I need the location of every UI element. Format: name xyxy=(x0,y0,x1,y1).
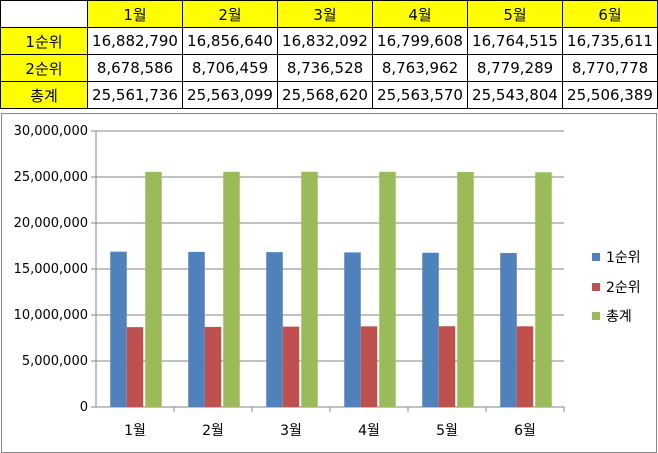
bar-총계 xyxy=(535,172,552,407)
bar-2순위 xyxy=(204,326,222,407)
value-cell[interactable]: 8,763,962 xyxy=(372,54,468,82)
value-cell[interactable]: 16,882,790 xyxy=(87,27,183,55)
x-tick-label: 2월 xyxy=(202,423,224,439)
x-tick-label: 5월 xyxy=(436,423,458,439)
y-tick-label: 10,000,000 xyxy=(14,308,88,323)
chart[interactable]: 0 5,000,000 10,000,000 15,000,000 20,000,000… xyxy=(1,113,657,453)
value-cell[interactable]: 16,799,608 xyxy=(372,27,468,55)
chart-plot: 0 5,000,000 10,000,000 15,000,000 20,000,000… xyxy=(14,124,565,439)
legend-label: 총계 xyxy=(606,309,632,325)
bar-1순위 xyxy=(422,252,439,407)
value-cell[interactable]: 16,735,611 xyxy=(562,27,658,55)
value-cell[interactable]: 25,506,389 xyxy=(562,81,658,109)
value-cell[interactable]: 16,856,640 xyxy=(182,27,278,55)
header-cell[interactable]: 2월 xyxy=(182,0,278,28)
row-label[interactable]: 2순위 xyxy=(0,54,88,82)
bar-2순위 xyxy=(126,327,144,407)
bar-총계 xyxy=(145,171,162,407)
value-cell[interactable]: 25,543,804 xyxy=(467,81,563,109)
row-label[interactable]: 1순위 xyxy=(0,27,88,55)
bar-2순위 xyxy=(360,326,378,407)
bar-1순위 xyxy=(110,251,127,407)
y-tick-label: 20,000,000 xyxy=(14,216,88,231)
y-tick-label: 25,000,000 xyxy=(14,170,88,185)
x-tick-label: 4월 xyxy=(358,423,380,439)
value-cell[interactable]: 25,563,099 xyxy=(182,81,278,109)
header-cell[interactable]: 3월 xyxy=(277,0,373,28)
bar-2순위 xyxy=(282,326,300,407)
value-cell[interactable]: 8,706,459 xyxy=(182,54,278,82)
legend-label: 1순위 xyxy=(606,250,641,266)
value-cell[interactable]: 25,563,570 xyxy=(372,81,468,109)
row-label[interactable]: 총계 xyxy=(0,81,88,109)
legend-item: 2순위 xyxy=(592,277,641,297)
legend-label: 2순위 xyxy=(606,280,641,296)
bar-2순위 xyxy=(438,326,456,407)
bar-총계 xyxy=(457,171,474,407)
value-cell[interactable]: 8,770,778 xyxy=(562,54,658,82)
bar-1순위 xyxy=(188,251,205,407)
legend-swatch xyxy=(592,312,600,320)
legend-swatch xyxy=(592,253,600,261)
bar-1순위 xyxy=(266,252,283,407)
y-tick-label: 0 xyxy=(80,400,88,415)
y-tick-label: 5,000,000 xyxy=(22,354,88,369)
header-row: 1월 2월 3월 4월 5월 6월 xyxy=(0,0,658,28)
x-tick-label: 6월 xyxy=(514,423,536,439)
bar-총계 xyxy=(223,171,240,407)
table-row: 2순위 8,678,586 8,706,459 8,736,528 8,763,… xyxy=(0,54,658,82)
bar-1순위 xyxy=(500,253,517,407)
bar-총계 xyxy=(379,171,396,407)
header-cell[interactable]: 4월 xyxy=(372,0,468,28)
x-tick-label: 1월 xyxy=(124,423,146,439)
y-tick-label: 30,000,000 xyxy=(14,124,88,139)
corner-cell[interactable] xyxy=(0,0,88,28)
header-cell[interactable]: 5월 xyxy=(467,0,563,28)
bar-2순위 xyxy=(516,326,534,407)
legend-item: 1순위 xyxy=(592,247,641,267)
value-cell[interactable]: 8,779,289 xyxy=(467,54,563,82)
value-cell[interactable]: 8,736,528 xyxy=(277,54,373,82)
legend-item: 총계 xyxy=(592,306,632,326)
value-cell[interactable]: 16,832,092 xyxy=(277,27,373,55)
data-table: 1월 2월 3월 4월 5월 6월 1순위 16,882,790 16,856,… xyxy=(0,0,658,109)
x-tick-label: 3월 xyxy=(280,423,302,439)
value-cell[interactable]: 25,561,736 xyxy=(87,81,183,109)
bar-1순위 xyxy=(344,252,361,407)
bar-총계 xyxy=(301,171,318,407)
value-cell[interactable]: 25,568,620 xyxy=(277,81,373,109)
legend-swatch xyxy=(592,283,600,291)
header-cell[interactable]: 1월 xyxy=(87,0,183,28)
value-cell[interactable]: 16,764,515 xyxy=(467,27,563,55)
y-tick-label: 15,000,000 xyxy=(14,262,88,277)
table-row: 1순위 16,882,790 16,856,640 16,832,092 16,… xyxy=(0,27,658,55)
table-row: 총계 25,561,736 25,563,099 25,568,620 25,5… xyxy=(0,81,658,109)
value-cell[interactable]: 8,678,586 xyxy=(87,54,183,82)
header-cell[interactable]: 6월 xyxy=(562,0,658,28)
